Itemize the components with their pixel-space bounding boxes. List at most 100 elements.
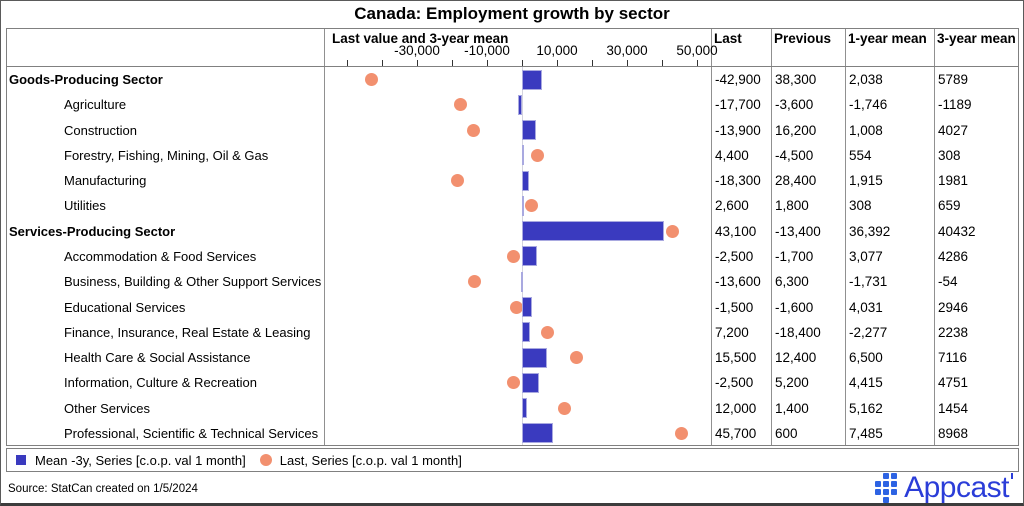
cell-last: 45,700 (715, 425, 757, 441)
column-header-3-year-mean: 3-year mean (937, 31, 1016, 46)
mean-3y-bar (522, 145, 524, 166)
mean-3y-bar (522, 347, 547, 368)
chart-cell (324, 143, 711, 168)
chart-cell (324, 345, 711, 370)
trademark-mark (1011, 473, 1013, 479)
table-row: Professional, Scientific & Technical Ser… (7, 421, 1018, 446)
legend-bar-swatch (16, 455, 26, 465)
cell-1-year-mean: -2,277 (849, 324, 888, 340)
chart-cell (324, 118, 711, 143)
column-divider (711, 29, 712, 445)
cell-1-year-mean: 4,031 (849, 299, 883, 315)
row-label: Information, Culture & Recreation (64, 375, 257, 391)
chart-cell (324, 320, 711, 345)
cell-1-year-mean: 4,415 (849, 375, 883, 391)
appcast-logo: Appcast (875, 471, 1013, 503)
logo-square (875, 489, 882, 495)
cell-last: 2,600 (715, 198, 749, 214)
table-row: Educational Services -1,500 -1,600 4,031 294… (7, 294, 1018, 319)
cell-last: -18,300 (715, 173, 761, 189)
row-label: Health Care & Social Assistance (64, 350, 251, 366)
logo-square (891, 473, 898, 479)
cell-1-year-mean: 7,485 (849, 425, 883, 441)
cell-1-year-mean: 36,392 (849, 223, 891, 239)
cell-1-year-mean: 3,077 (849, 248, 883, 264)
chart-cell (324, 421, 711, 446)
mean-3y-bar (522, 69, 543, 90)
chart-cell (324, 67, 711, 92)
table-row: Finance, Insurance, Real Estate & Leasin… (7, 320, 1018, 345)
last-value-dot (540, 325, 554, 339)
appcast-logo-icon (875, 473, 898, 503)
mean-3y-bar (517, 94, 522, 115)
cell-1-year-mean: 5,162 (849, 400, 883, 416)
cell-last: -2,500 (715, 248, 754, 264)
last-value-dot (557, 401, 571, 415)
cell-previous: 16,200 (775, 122, 817, 138)
chart-cell (324, 193, 711, 218)
table-row: Forestry, Fishing, Mining, Oil & Gas 4,40… (7, 143, 1018, 168)
chart-cell (324, 269, 711, 294)
cell-previous: -3,600 (775, 97, 814, 113)
cell-1-year-mean: 2,038 (849, 72, 883, 88)
last-value-dot (467, 275, 481, 289)
table-row: Services-Producing Sector 43,100 -13,400 36… (7, 219, 1018, 244)
row-label: Other Services (64, 400, 150, 416)
column-divider (934, 29, 935, 445)
chart-cell (324, 395, 711, 420)
cell-3-year-mean: 7116 (938, 350, 968, 366)
chart-cell (324, 92, 711, 117)
cell-previous: -13,400 (775, 223, 821, 239)
table-row: Accommodation & Food Services -2,500 -1,70… (7, 244, 1018, 269)
cell-3-year-mean: 1981 (938, 173, 969, 189)
axis-tick (592, 60, 593, 66)
logo-square (891, 489, 898, 495)
cell-last: -1,500 (715, 299, 754, 315)
cell-last: 15,500 (715, 350, 757, 366)
last-value-dot (451, 174, 465, 188)
logo-square (883, 497, 890, 503)
logo-square (883, 489, 890, 495)
row-label: Utilities (64, 198, 106, 214)
mean-3y-bar (522, 423, 554, 444)
cell-3-year-mean: 4027 (938, 122, 969, 138)
mean-3y-bar (522, 398, 528, 419)
cell-3-year-mean: 40432 (938, 223, 976, 239)
cell-last: -13,900 (715, 122, 761, 138)
table-row: Goods-Producing Sector -42,900 38,300 2,038… (7, 67, 1018, 92)
cell-previous: -18,400 (775, 324, 821, 340)
cell-previous: 28,400 (775, 173, 817, 189)
cell-last: 12,000 (715, 400, 757, 416)
legend-item-mean: Mean -3y, Series [c.o.p. val 1 month] (7, 453, 246, 468)
mean-3y-bar (522, 195, 525, 216)
legend: Mean -3y, Series [c.o.p. val 1 month] La… (6, 448, 1019, 472)
axis-tick (417, 60, 418, 66)
cell-last: 43,100 (715, 223, 757, 239)
cell-3-year-mean: 659 (938, 198, 961, 214)
cell-last: -2,500 (715, 375, 754, 391)
cell-3-year-mean: 308 (938, 147, 961, 163)
table-row: Information, Culture & Recreation -2,500 5… (7, 370, 1018, 395)
table-row: Other Services 12,000 1,400 5,162 1454 (7, 395, 1018, 420)
last-value-dot (365, 73, 379, 87)
last-value-dot (569, 351, 583, 365)
last-value-dot (524, 199, 538, 213)
axis-tick (557, 60, 558, 66)
cell-3-year-mean: -1189 (938, 97, 972, 113)
chart-table: Last value and 3-year mean Last Previous… (6, 28, 1019, 446)
column-header-last: Last (714, 31, 742, 46)
table-row: Utilities 2,600 1,800 308 659 (7, 193, 1018, 218)
column-header-1-year-mean: 1-year mean (848, 31, 927, 46)
cell-3-year-mean: 4751 (938, 375, 969, 391)
row-label: Manufacturing (64, 173, 147, 189)
cell-last: -17,700 (715, 97, 761, 113)
cell-previous: -1,600 (775, 299, 814, 315)
last-value-dot (506, 376, 520, 390)
axis-tick-label: -30,000 (394, 43, 440, 58)
row-label: Forestry, Fishing, Mining, Oil & Gas (64, 147, 269, 163)
axis-tick-label: -10,000 (464, 43, 510, 58)
cell-1-year-mean: 6,500 (849, 350, 883, 366)
cell-3-year-mean: 1454 (938, 400, 969, 416)
axis-tick (382, 60, 383, 66)
column-divider (845, 29, 846, 445)
